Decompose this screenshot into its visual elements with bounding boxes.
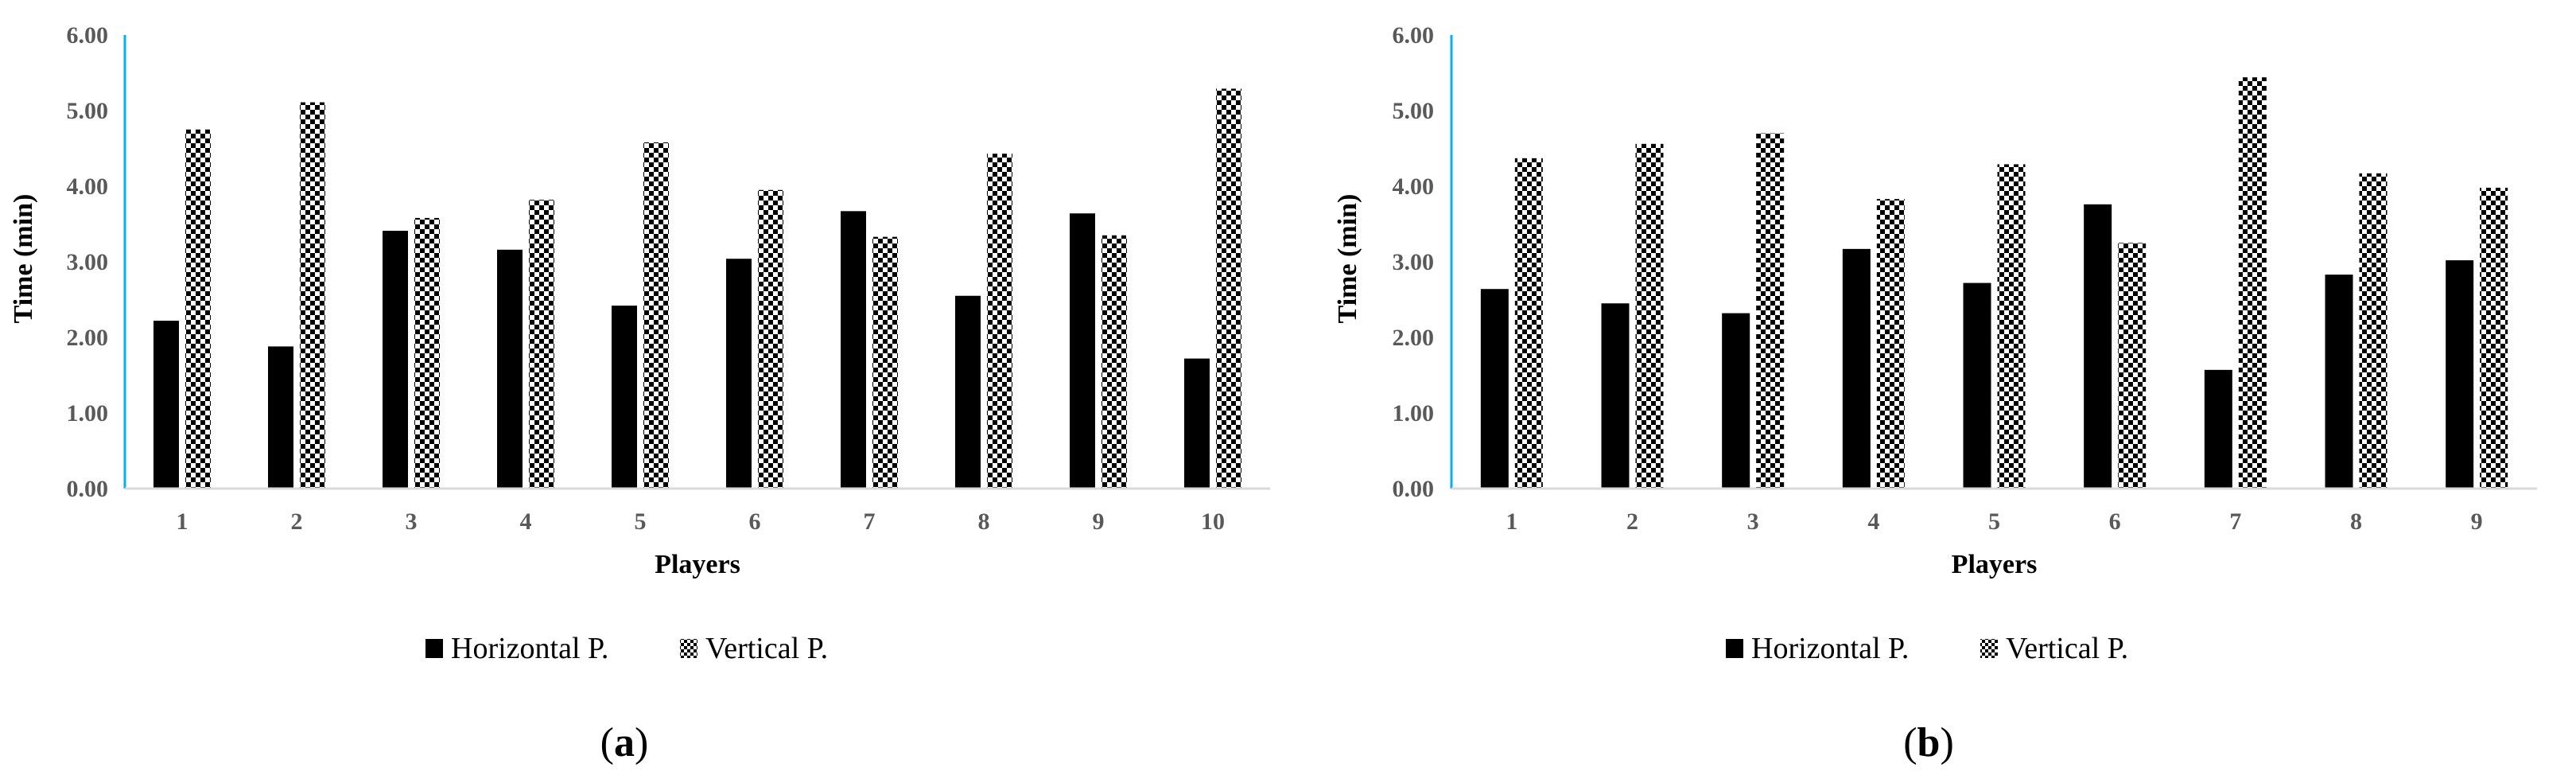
panel-label-part: ): [1940, 720, 1953, 765]
y-tick-label: 4.00: [67, 173, 109, 200]
legend: Horizontal P. Vertical P.: [1726, 632, 2128, 665]
y-tick-label: 3.00: [67, 249, 109, 275]
bar-vertical: [758, 189, 783, 489]
bar-vertical: [1102, 235, 1127, 489]
bar-vertical: [1756, 133, 1785, 489]
bar-vertical: [1876, 199, 1905, 489]
bar-vertical: [2118, 243, 2147, 489]
x-tick-label: 5: [635, 508, 647, 535]
x-tick-label: 4: [520, 508, 532, 535]
legend: Horizontal P. Vertical P.: [425, 632, 828, 665]
bar-vertical: [414, 217, 440, 489]
chart-panel-b: 0.00 1.00 2.00 3.00 4.00 5.00 6.00 1 2 3 4 5 6 7 8 9 Pla…: [1333, 22, 2537, 765]
bar-vertical: [300, 102, 325, 489]
x-axis-title: Players: [1952, 550, 2038, 579]
y-tick-label: 5.00: [1393, 98, 1435, 124]
y-tick-label: 1.00: [67, 400, 109, 427]
panel-label: (b): [1903, 720, 1954, 765]
panel-label-part: (: [1903, 720, 1917, 765]
y-tick-label: 6.00: [1393, 22, 1435, 49]
bar-horizontal: [268, 346, 293, 489]
legend-swatch: [680, 639, 697, 658]
y-tick-label: 0.00: [67, 476, 109, 502]
x-tick-label: 5: [1988, 508, 2000, 535]
bar-vertical: [872, 236, 898, 489]
bar-horizontal: [726, 259, 752, 489]
y-tick-label: 1.00: [1393, 400, 1435, 427]
bar-vertical: [1997, 164, 2026, 489]
x-tick-label: 7: [2229, 508, 2241, 535]
x-tick-label: 4: [1867, 508, 1879, 535]
bar-vertical: [2359, 173, 2388, 489]
x-tick-label: 9: [2471, 508, 2483, 535]
bar-vertical: [987, 154, 1012, 489]
bar-horizontal: [1480, 289, 1509, 489]
legend-label: Horizontal P.: [1751, 632, 1909, 665]
x-tick-label: 6: [2109, 508, 2121, 535]
x-tick-label: 8: [978, 508, 990, 535]
bar-vertical: [643, 142, 669, 489]
y-tick-label: 2.00: [1393, 325, 1435, 351]
bar-horizontal: [2446, 260, 2474, 489]
x-tick-label: 3: [1747, 508, 1759, 535]
bar-horizontal: [1070, 213, 1095, 489]
legend-label: Vertical P.: [2006, 632, 2128, 665]
panel-label-part: b: [1917, 720, 1941, 765]
x-axis-title: Players: [655, 550, 740, 579]
y-tick-label: 5.00: [67, 98, 109, 124]
x-tick-label: 2: [1626, 508, 1638, 535]
y-tick-label: 6.00: [67, 22, 109, 49]
bar-horizontal: [1601, 303, 1630, 489]
bar-vertical: [1514, 158, 1543, 489]
bar-horizontal: [1963, 282, 1991, 489]
x-tick-label: 8: [2350, 508, 2362, 535]
legend-label: Vertical P.: [705, 632, 828, 665]
panel-label-part: (: [600, 720, 614, 765]
y-tick-label: 4.00: [1393, 173, 1435, 200]
y-axis-title: Time (min): [9, 194, 38, 324]
panel-label: (a): [600, 720, 649, 765]
bar-horizontal: [1722, 313, 1750, 489]
y-tick-label: 3.00: [1393, 249, 1435, 275]
bar-vertical: [529, 200, 554, 489]
x-tick-label: 2: [291, 508, 303, 535]
bar-horizontal: [153, 321, 179, 489]
x-tick-label: 9: [1093, 508, 1105, 535]
legend-label: Horizontal P.: [451, 632, 608, 665]
y-tick-label: 2.00: [67, 325, 109, 351]
chart-panel-a: 0.00 1.00 2.00 3.00 4.00 5.00 6.00 1 2 3 4 5 6 7 8 9 10 P…: [9, 22, 1270, 765]
x-tick-label: 1: [177, 508, 188, 535]
legend-swatch: [1980, 639, 1998, 658]
y-axis-title: Time (min): [1333, 194, 1362, 324]
bar-horizontal: [2325, 275, 2353, 489]
bar-horizontal: [2084, 204, 2112, 489]
bar-vertical: [1216, 88, 1241, 489]
bar-horizontal: [841, 211, 866, 489]
bar-vertical: [185, 129, 211, 489]
bar-horizontal: [383, 231, 408, 489]
x-tick-label: 10: [1201, 508, 1225, 535]
bar-vertical: [2480, 187, 2508, 489]
x-tick-label: 3: [406, 508, 418, 535]
x-tick-label: 6: [749, 508, 761, 535]
x-tick-label: 7: [864, 508, 876, 535]
legend-swatch: [425, 639, 443, 658]
bar-horizontal: [955, 295, 981, 489]
y-tick-label: 0.00: [1393, 476, 1435, 502]
legend-swatch: [1726, 639, 1743, 658]
panel-label-part: a: [614, 720, 635, 765]
bar-horizontal: [612, 306, 637, 489]
bar-horizontal: [2204, 369, 2232, 489]
bar-vertical: [2238, 77, 2267, 489]
bar-vertical: [1635, 143, 1664, 489]
bar-horizontal: [497, 249, 523, 489]
panel-label-part: ): [635, 720, 648, 765]
bar-horizontal: [1184, 358, 1210, 489]
bar-horizontal: [1842, 248, 1871, 489]
x-tick-label: 1: [1506, 508, 1517, 535]
